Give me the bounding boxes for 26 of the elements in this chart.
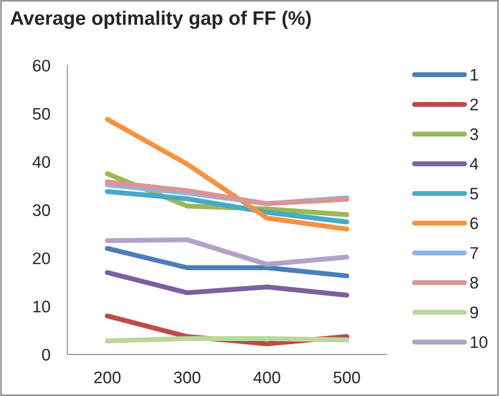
- legend-label: 3: [470, 128, 478, 140]
- legend-label: 10: [470, 336, 488, 348]
- y-tick-label: 0: [42, 348, 50, 361]
- legend-label: 8: [470, 276, 478, 289]
- y-tick-label: 50: [32, 108, 50, 120]
- y-tick-label: 20: [33, 252, 50, 264]
- x-tick-label: 200: [94, 372, 121, 384]
- line-series: [104, 116, 350, 232]
- legend-label: 5: [470, 188, 478, 200]
- y-tick-label: 30: [32, 204, 50, 216]
- chart-title: Average optimality gap of FF (%): [10, 10, 311, 29]
- legend-label: 7: [470, 247, 478, 259]
- legend-label: 1: [470, 69, 478, 81]
- y-tick-label: 40: [32, 156, 50, 168]
- x-tick-label: 500: [334, 372, 360, 384]
- y-tick-label: 60: [33, 60, 50, 72]
- line-series: [104, 189, 350, 224]
- legend-label: 4: [470, 158, 478, 170]
- line-series: [104, 237, 350, 267]
- y-tick-label: 10: [33, 300, 50, 312]
- legend-label: 9: [470, 306, 478, 318]
- x-tick-label: 300: [174, 372, 200, 384]
- x-tick-label: 400: [253, 372, 280, 384]
- legend-label: 6: [470, 217, 478, 230]
- line-series: [104, 270, 350, 298]
- legend-label: 2: [470, 98, 478, 110]
